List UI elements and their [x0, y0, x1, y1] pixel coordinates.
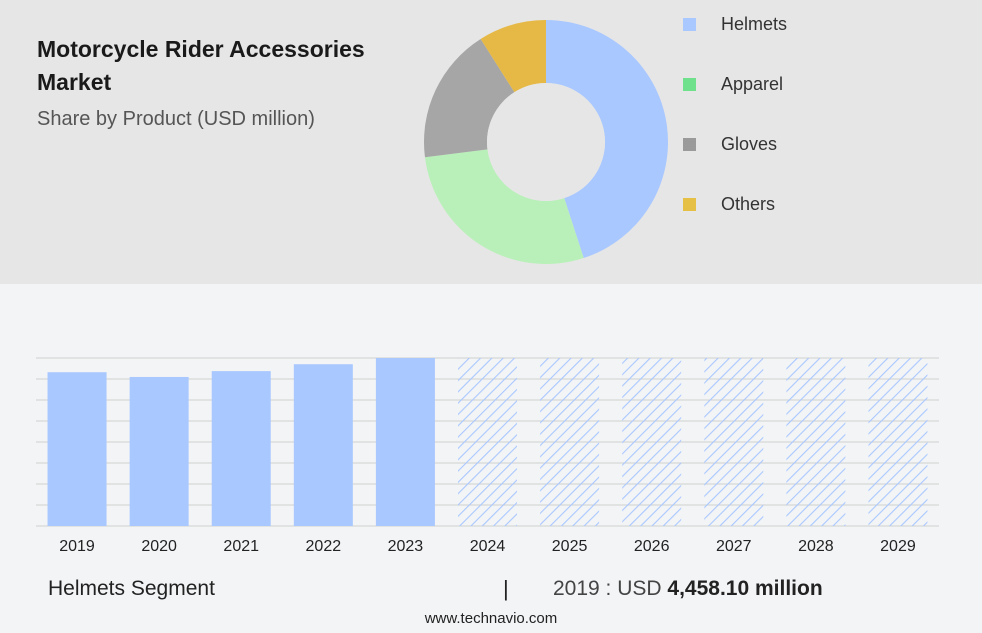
donut-slice-others — [480, 20, 546, 93]
bar-chart: 2019 2020 2021 2022 2023 2024 2025 2026 2027 2028… — [36, 357, 939, 555]
legend-item-gloves: Gloves — [683, 132, 777, 156]
legend-label: Gloves — [721, 133, 778, 154]
legend-swatch — [683, 197, 696, 211]
x-tick-label-2022: 2022 — [306, 538, 342, 555]
x-tick-label-2027: 2027 — [716, 538, 752, 555]
bar-2028-forecast — [786, 358, 846, 526]
bar-2025-forecast — [540, 358, 600, 526]
bar-2021 — [211, 371, 271, 526]
legend-item-others: Others — [683, 192, 775, 216]
x-tick-label-2021: 2021 — [223, 538, 259, 555]
bar-2023 — [375, 358, 435, 526]
x-tick-label-2025: 2025 — [552, 538, 588, 555]
x-tick-label-2019: 2019 — [59, 538, 95, 555]
x-tick-label-2028: 2028 — [798, 538, 834, 555]
segment-value-amount: 4,458.10 million — [667, 577, 823, 600]
bar-2020 — [129, 376, 189, 526]
bar-2026-forecast — [622, 358, 682, 526]
x-tick-label-2026: 2026 — [634, 538, 670, 555]
bar-2022 — [293, 364, 353, 526]
x-tick-label-2023: 2023 — [388, 538, 424, 555]
donut-slice-apparel — [424, 149, 584, 264]
segment-value: 2019 : USD 4,458.10 million — [553, 577, 823, 601]
bar-2024-forecast — [458, 358, 517, 526]
legend-swatch — [683, 137, 696, 151]
legend-swatch — [683, 77, 696, 91]
legend-item-apparel: Apparel — [683, 72, 783, 96]
x-tick-label-2029: 2029 — [880, 538, 916, 555]
donut-slice-gloves — [424, 38, 515, 158]
donut-chart — [424, 20, 668, 264]
x-tick-label-2020: 2020 — [141, 538, 177, 555]
donut-hole — [487, 83, 605, 201]
donut-slice-helmets — [546, 20, 668, 259]
bar-2019 — [47, 372, 107, 526]
x-tick-label-2024: 2024 — [470, 538, 506, 555]
site-url[interactable]: www.technavio.com — [424, 610, 558, 627]
segment-label: Helmets Segment — [48, 577, 215, 600]
legend-swatch — [683, 17, 696, 31]
legend-label: Apparel — [721, 73, 784, 94]
legend-label: Others — [721, 193, 776, 214]
legend-item-helmets: Helmets — [683, 12, 787, 36]
footer-separator: | — [503, 576, 509, 601]
chart-title: Motorcycle Rider Accessories Market — [37, 36, 365, 95]
bar-2029-forecast — [868, 358, 928, 526]
bar-2027-forecast — [704, 358, 764, 526]
legend-label: Helmets — [721, 13, 788, 34]
chart-subtitle: Share by Product (USD million) — [37, 108, 315, 130]
segment-value-prefix: 2019 : USD — [553, 577, 662, 600]
